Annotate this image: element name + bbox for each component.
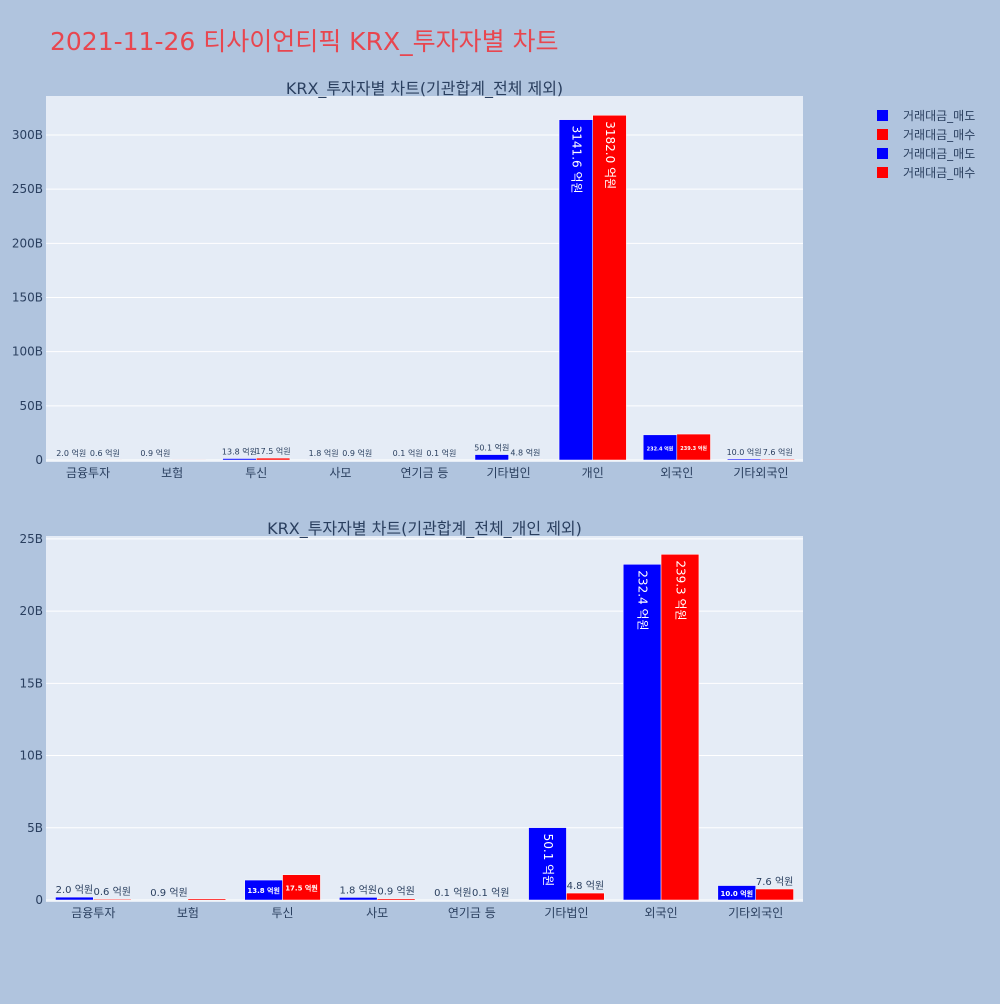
bar-sell (339, 897, 377, 900)
x-tick-label: 보험 (177, 906, 199, 920)
legend-swatch (877, 167, 888, 178)
y-tick-label: 0 (35, 453, 43, 467)
x-tick-label: 투신 (245, 466, 267, 480)
x-tick-label: 외국인 (645, 906, 678, 920)
chart-title: KRX_투자자별 차트(기관합계_전체_개인 제외) (267, 519, 582, 539)
y-tick-label: 150B (12, 291, 43, 305)
x-tick-label: 연기금 등 (401, 466, 449, 480)
y-tick-label: 15B (19, 676, 43, 690)
data-label: 50.1 억원 (541, 834, 555, 887)
legend-label: 거래대금_매도 (903, 147, 975, 161)
data-label: 3141.6 억원 (569, 126, 583, 194)
data-label: 0.6 억원 (90, 448, 120, 458)
bar-buy (566, 893, 604, 900)
legend-label: 거래대금_매수 (903, 128, 975, 142)
x-tick-label: 개인 (582, 466, 604, 480)
bar-sell (55, 897, 93, 900)
data-label: 13.8 억원 (247, 886, 280, 895)
x-tick-label: 금융투자 (66, 466, 110, 480)
chart-panel-1: 0 50B 100B 150B 200B 250B 300B KRX_투자자별 차트(기관합계… (12, 79, 803, 480)
y-tick-label: 250B (12, 182, 43, 196)
data-label: 17.5 억원 (285, 883, 318, 892)
x-tick-label: 사모 (329, 466, 351, 480)
data-label: 4.8 억원 (567, 880, 604, 892)
bar-sell (475, 455, 509, 460)
plot-area (46, 96, 803, 462)
data-label: 0.1 억원 (426, 448, 456, 458)
x-tick-label: 사모 (366, 906, 388, 920)
data-label: 0.9 억원 (342, 448, 372, 458)
legend-swatch (877, 129, 888, 140)
data-label: 0.6 억원 (93, 886, 130, 898)
data-label: 239.3 억원 (680, 445, 707, 452)
y-tick-label: 300B (12, 128, 43, 142)
chart-panel-2: 0 5B 10B 15B 20B 25B KRX_투자자별 차트(기관합계_전체_개인 제외… (19, 519, 803, 920)
x-tick-label: 기타외국인 (728, 906, 783, 920)
y-tick-label: 50B (19, 399, 43, 413)
y-tick-label: 0 (35, 893, 43, 907)
data-label: 0.1 억원 (434, 887, 471, 899)
y-tick-label: 200B (12, 236, 43, 250)
data-label: 7.6 억원 (756, 876, 793, 888)
bar-buy (256, 458, 290, 460)
data-label: 0.9 억원 (377, 886, 414, 898)
data-label: 239.3 억원 (673, 560, 687, 620)
data-label: 232.4 억원 (647, 445, 674, 452)
y-tick-label: 5B (27, 821, 43, 835)
page-title: 2021-11-26 티사이언티픽 KRX_투자자별 차트 (50, 22, 559, 58)
legend-swatch (877, 110, 888, 121)
x-tick-label: 보험 (161, 466, 183, 480)
bar-sell (727, 459, 761, 460)
x-tick-label: 연기금 등 (448, 906, 496, 920)
data-label: 0.1 억원 (393, 448, 423, 458)
x-tick-label: 투신 (272, 906, 294, 920)
data-label: 0.1 억원 (472, 887, 509, 899)
data-label: 2.0 억원 (56, 448, 86, 458)
legend-label: 거래대금_매도 (903, 109, 975, 123)
legend-label: 거래대금_매수 (903, 166, 975, 180)
data-label: 10.0 억원 (720, 889, 753, 898)
data-label: 13.8 억원 (222, 447, 257, 457)
bar-buy (756, 889, 794, 900)
bar-buy (377, 899, 415, 900)
data-label: 1.8 억원 (309, 448, 339, 458)
bar-buy (188, 899, 226, 900)
bar-buy (93, 899, 131, 900)
data-label: 2.0 억원 (56, 884, 93, 896)
y-tick-label: 25B (19, 532, 43, 546)
y-tick-label: 20B (19, 604, 43, 618)
bar-buy (761, 459, 795, 460)
chart-title: KRX_투자자별 차트(기관합계_전체 제외) (286, 79, 563, 99)
data-label: 7.6 억원 (763, 447, 793, 457)
data-label: 50.1 억원 (474, 443, 509, 453)
data-label: 17.5 억원 (256, 446, 291, 456)
x-tick-label: 기타법인 (544, 906, 588, 920)
data-label: 0.9 억원 (150, 887, 187, 899)
data-label: 1.8 억원 (340, 884, 377, 896)
data-label: 4.8 억원 (510, 447, 540, 457)
x-tick-label: 외국인 (660, 466, 693, 480)
data-label: 10.0 억원 (727, 447, 762, 457)
x-tick-label: 기타법인 (487, 466, 531, 480)
y-tick-label: 10B (19, 749, 43, 763)
data-label: 0.9 억원 (140, 448, 170, 458)
y-tick-label: 100B (12, 345, 43, 359)
bar-sell (223, 459, 257, 460)
bar-buy (509, 459, 543, 460)
x-tick-label: 금융투자 (71, 906, 115, 920)
x-tick-label: 기타외국인 (733, 466, 788, 480)
data-label: 3182.0 억원 (603, 121, 617, 189)
legend-swatch (877, 148, 888, 159)
data-label: 232.4 억원 (636, 570, 650, 630)
